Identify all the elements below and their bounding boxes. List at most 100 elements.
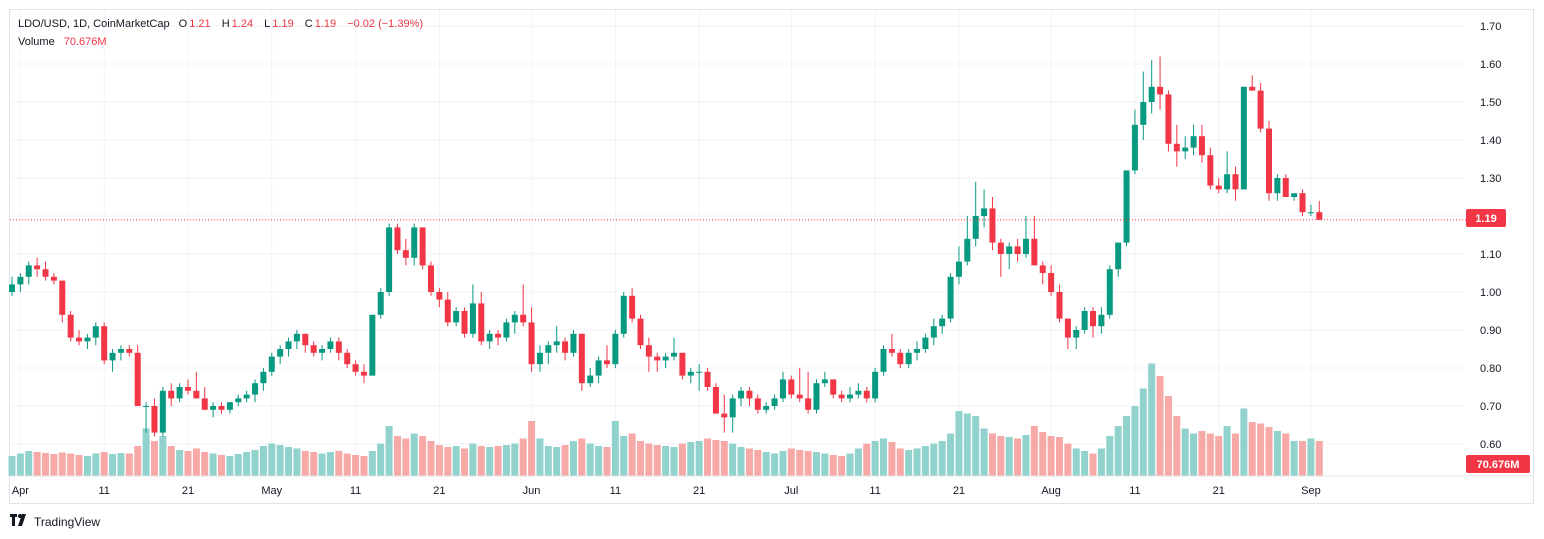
ohlc-legend: LDO/USD, 1D, CoinMarketCap O 1.21 H 1.24 L… bbox=[18, 18, 425, 30]
volume-bar bbox=[988, 433, 996, 476]
candle-body bbox=[1140, 102, 1147, 125]
candle-body bbox=[444, 299, 451, 323]
candle-body bbox=[1014, 246, 1021, 254]
volume-bar bbox=[720, 441, 728, 476]
volume-bar bbox=[980, 428, 988, 476]
candle-body bbox=[545, 345, 552, 353]
volume-bar bbox=[796, 450, 804, 476]
volume-bar bbox=[1047, 436, 1055, 476]
candle-body bbox=[436, 292, 443, 300]
close-value: 1.19 bbox=[314, 18, 337, 30]
volume-bar bbox=[854, 448, 862, 476]
candle-body bbox=[235, 398, 242, 403]
volume-bar bbox=[360, 456, 368, 476]
volume-bar bbox=[838, 456, 846, 476]
tradingview-branding[interactable]: TradingView bbox=[10, 514, 100, 529]
candle-body bbox=[1090, 311, 1097, 327]
symbol-label[interactable]: LDO/USD, 1D, CoinMarketCap bbox=[18, 18, 170, 30]
chart-panel[interactable] bbox=[9, 9, 1534, 504]
volume-bar bbox=[134, 446, 142, 476]
time-tick-label: Jul bbox=[784, 485, 798, 497]
candle-body bbox=[779, 379, 786, 399]
candle-body bbox=[1165, 94, 1172, 144]
candle-body bbox=[863, 390, 870, 399]
candle-body bbox=[612, 333, 619, 365]
candle-body bbox=[193, 390, 200, 399]
candle-body bbox=[268, 356, 275, 372]
volume-bar bbox=[779, 451, 787, 476]
volume-bar bbox=[771, 453, 779, 476]
volume-bar bbox=[100, 452, 108, 476]
candle-body bbox=[855, 390, 862, 395]
candle-body bbox=[721, 413, 728, 418]
candle-body bbox=[277, 349, 284, 357]
candle-body bbox=[1307, 212, 1314, 214]
volume-bar bbox=[58, 452, 66, 476]
candle-body bbox=[1207, 155, 1214, 186]
candle-body bbox=[293, 333, 300, 342]
candle-body bbox=[687, 371, 694, 376]
change-value: −0.02 (−1.39%) bbox=[347, 18, 424, 30]
candle-body bbox=[872, 371, 879, 399]
volume-bar bbox=[335, 451, 343, 476]
volume-bar bbox=[595, 446, 603, 476]
volume-bar bbox=[754, 450, 762, 476]
candle-body bbox=[67, 314, 74, 338]
candle-body bbox=[109, 352, 116, 361]
volume-bar bbox=[972, 416, 980, 476]
candle-body bbox=[897, 352, 904, 365]
volume-bar bbox=[201, 452, 209, 476]
candle-body bbox=[754, 398, 761, 410]
volume-bar bbox=[787, 448, 795, 476]
volume-bar bbox=[494, 446, 502, 476]
volume-bar bbox=[662, 446, 670, 476]
time-tick-label: 11 bbox=[98, 485, 109, 497]
candle-body bbox=[1039, 265, 1046, 273]
candle-body bbox=[805, 398, 812, 410]
time-tick-label: 11 bbox=[869, 485, 880, 497]
candle-body bbox=[201, 398, 208, 410]
volume-bar bbox=[318, 453, 326, 476]
last-price-tag: 1.19 bbox=[1466, 209, 1506, 227]
volume-label[interactable]: Volume bbox=[18, 36, 55, 48]
last-volume-tag: 70.676M bbox=[1466, 455, 1530, 473]
price-axis[interactable]: 1.701.601.501.401.301.201.101.000.900.80… bbox=[1480, 21, 1501, 451]
volume-bar bbox=[176, 450, 184, 476]
volume-bar bbox=[561, 445, 569, 476]
candle-body bbox=[1073, 330, 1080, 338]
candle-body bbox=[25, 265, 32, 277]
candle-body bbox=[1232, 174, 1239, 190]
volume-bar bbox=[377, 443, 385, 476]
volume-bar bbox=[997, 436, 1005, 476]
volume-bar bbox=[142, 428, 150, 476]
last-price-tag-text: 1.19 bbox=[1475, 213, 1496, 225]
candle-body bbox=[679, 352, 686, 376]
volume-bar bbox=[586, 443, 594, 476]
candle-body bbox=[1064, 318, 1071, 338]
candle-body bbox=[486, 333, 493, 342]
candle-body bbox=[847, 394, 853, 399]
volume-bar bbox=[461, 448, 469, 476]
candle-body bbox=[587, 375, 594, 384]
candle-body bbox=[1316, 212, 1323, 220]
candle-body bbox=[771, 398, 778, 406]
volume-bar bbox=[1299, 441, 1307, 476]
time-axis[interactable]: Apr 11 21 May 11 21 Jun 11 21 Jul 11 21 Aug 11 21 Sep bbox=[12, 485, 1321, 497]
volume-bar bbox=[938, 441, 946, 476]
candle-body bbox=[1274, 178, 1281, 194]
volume-bar bbox=[921, 446, 929, 476]
volume-bar bbox=[167, 446, 175, 476]
price-tick-label: 0.90 bbox=[1480, 325, 1501, 337]
volume-bar bbox=[452, 446, 460, 476]
candle-body bbox=[226, 402, 233, 410]
price-tick-label: 1.60 bbox=[1480, 59, 1501, 71]
volume-bar bbox=[645, 443, 653, 476]
volume-bar bbox=[1190, 433, 1198, 476]
price-tick-label: 0.70 bbox=[1480, 401, 1501, 413]
candle-body bbox=[654, 356, 661, 361]
candle-body bbox=[59, 280, 66, 315]
candle-body bbox=[562, 341, 569, 353]
volume-bar bbox=[544, 446, 552, 476]
candle-body bbox=[997, 242, 1004, 254]
